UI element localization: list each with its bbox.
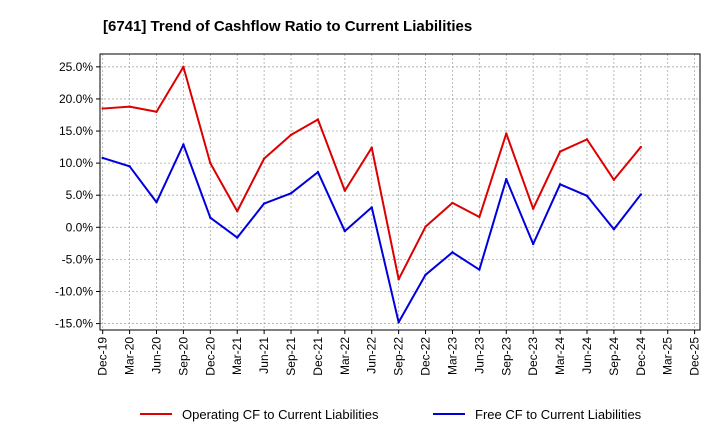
series-0-point: [316, 118, 320, 121]
series-0-point: [612, 178, 616, 182]
series-0-point: [262, 157, 266, 160]
x-tick-label: Jun-24: [580, 337, 594, 374]
series-1-point: [343, 229, 347, 233]
series-0-point: [370, 146, 373, 149]
series-0-point: [236, 210, 239, 213]
series-0-point: [451, 201, 454, 205]
x-tick-label: Sep-24: [607, 337, 621, 376]
grid-lines: [100, 54, 700, 330]
x-axis: Dec-19 Mar-20 Jun-20 Sep-20 Dec-20 Mar-21 Jun-…: [96, 330, 702, 376]
legend-label-free: Free CF to Current Liabilities: [475, 407, 642, 422]
y-axis: 25.0% 20.0% 15.0% 10.0% 5.0% 0.0% -5.0% -10.0% -…: [55, 60, 100, 331]
series-1-point: [505, 177, 508, 181]
series-1-point: [478, 268, 481, 271]
x-tick-label: Jun-22: [365, 337, 379, 374]
series-1-point: [182, 143, 185, 146]
x-tick-label: Sep-21: [284, 337, 298, 376]
x-tick-label: Dec-19: [96, 337, 110, 376]
series-0-point: [505, 132, 508, 135]
x-tick-label: Sep-22: [392, 337, 406, 376]
y-tick-label: 0.0%: [66, 220, 94, 234]
x-tick-label: Mar-21: [230, 337, 244, 375]
y-tick-label: -5.0%: [62, 252, 94, 266]
series-1-point: [531, 242, 535, 246]
series-0-point: [424, 225, 427, 228]
series-1-point: [397, 321, 400, 324]
series-1-point: [585, 194, 589, 198]
series-0-point: [155, 110, 158, 113]
x-tick-label: Jun-21: [257, 337, 271, 374]
series-0-point: [639, 145, 643, 149]
legend-label-operating: Operating CF to Current Liabilities: [182, 407, 379, 422]
x-tick-label: Mar-23: [445, 337, 459, 375]
y-tick-label: 10.0%: [59, 156, 93, 170]
x-tick-label: Jun-20: [150, 337, 164, 374]
series-1-point: [101, 156, 104, 160]
y-tick-label: 20.0%: [59, 92, 93, 106]
series-1-point: [289, 192, 293, 195]
y-tick-label: 25.0%: [59, 60, 93, 74]
series-0-point: [101, 107, 104, 110]
legend: Operating CF to Current Liabilities Free…: [140, 407, 642, 422]
series-1-point: [370, 206, 373, 209]
y-tick-label: 5.0%: [66, 188, 94, 202]
series-0-point: [182, 65, 185, 69]
plot-area: [99, 53, 701, 331]
x-tick-label: Sep-23: [499, 337, 513, 376]
x-tick-label: Sep-20: [176, 337, 190, 376]
x-tick-label: Dec-25: [688, 337, 702, 376]
x-tick-label: Dec-23: [526, 337, 540, 376]
y-tick-label: -10.0%: [55, 284, 93, 298]
series-1-point: [316, 170, 320, 174]
series-0-point: [531, 207, 535, 210]
chart-title: [6741] Trend of Cashflow Ratio to Curren…: [103, 18, 472, 35]
series-1-point: [612, 228, 616, 231]
y-tick-label: 15.0%: [59, 124, 93, 138]
series-0-point: [585, 138, 589, 141]
series-1-point: [424, 273, 427, 276]
series-0-point: [128, 105, 131, 108]
series-1-point: [155, 201, 158, 204]
x-tick-label: Dec-20: [203, 337, 217, 376]
y-tick-label: -15.0%: [55, 317, 93, 331]
series-1-point: [209, 216, 212, 219]
series-1-point: [558, 183, 562, 186]
series-1-point: [451, 251, 454, 254]
series-0-point: [558, 150, 562, 153]
x-tick-label: Jun-23: [472, 337, 486, 374]
series-1-point: [639, 193, 643, 196]
x-tick-label: Dec-24: [634, 337, 648, 376]
series-lines: [101, 65, 643, 324]
series-0-point: [209, 161, 212, 165]
x-tick-label: Mar-24: [553, 337, 567, 375]
x-tick-label: Dec-22: [419, 337, 433, 376]
x-tick-label: Mar-22: [338, 337, 352, 375]
series-0-point: [478, 215, 481, 219]
series-0-point: [289, 133, 293, 137]
x-tick-label: Dec-21: [311, 337, 325, 376]
series-0-point: [343, 189, 347, 192]
series-0-point: [397, 278, 400, 281]
x-tick-label: Mar-20: [123, 337, 137, 375]
series-1-point: [262, 202, 266, 205]
series-1-point: [236, 236, 239, 239]
series-1-point: [128, 165, 131, 168]
x-tick-label: Mar-25: [661, 337, 675, 375]
